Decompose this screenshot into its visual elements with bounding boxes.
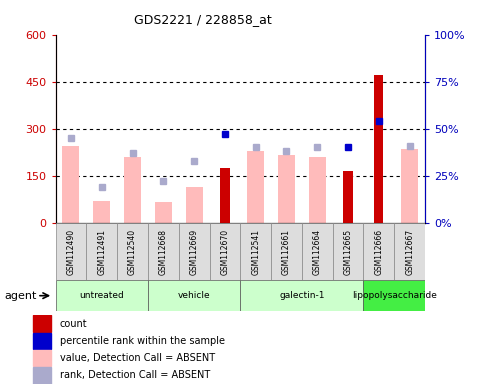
Bar <box>148 223 179 280</box>
Bar <box>364 280 425 311</box>
Bar <box>401 149 418 223</box>
Text: rank, Detection Call = ABSENT: rank, Detection Call = ABSENT <box>60 370 210 381</box>
Bar <box>56 223 86 280</box>
Text: GSM112666: GSM112666 <box>374 228 384 275</box>
Bar <box>247 151 264 223</box>
Bar <box>343 171 353 223</box>
Bar <box>364 223 394 280</box>
Bar <box>374 75 384 223</box>
Text: value, Detection Call = ABSENT: value, Detection Call = ABSENT <box>60 353 215 363</box>
Bar <box>333 223 364 280</box>
Text: GSM112667: GSM112667 <box>405 228 414 275</box>
Bar <box>117 223 148 280</box>
Text: GSM112541: GSM112541 <box>251 228 260 275</box>
Text: GSM112668: GSM112668 <box>159 228 168 275</box>
Text: count: count <box>60 318 87 329</box>
Text: GSM112670: GSM112670 <box>220 228 229 275</box>
Text: percentile rank within the sample: percentile rank within the sample <box>60 336 225 346</box>
Text: GSM112661: GSM112661 <box>282 228 291 275</box>
Bar <box>56 280 148 311</box>
Text: lipopolysaccharide: lipopolysaccharide <box>352 291 437 300</box>
Bar <box>148 280 241 311</box>
Text: untreated: untreated <box>79 291 124 300</box>
Text: galectin-1: galectin-1 <box>279 291 325 300</box>
Bar <box>33 315 51 332</box>
Bar <box>33 333 51 349</box>
Bar <box>240 223 271 280</box>
Bar <box>240 280 364 311</box>
Text: GSM112664: GSM112664 <box>313 228 322 275</box>
Bar <box>93 201 110 223</box>
Bar <box>124 157 141 223</box>
Bar <box>309 157 326 223</box>
Bar <box>185 187 202 223</box>
Text: GSM112669: GSM112669 <box>190 228 199 275</box>
Text: GSM112490: GSM112490 <box>67 228 75 275</box>
Text: GDS2221 / 228858_at: GDS2221 / 228858_at <box>134 13 272 26</box>
Bar <box>302 223 333 280</box>
Text: agent: agent <box>5 291 37 301</box>
Bar <box>33 367 51 384</box>
Text: GSM112540: GSM112540 <box>128 228 137 275</box>
Text: vehicle: vehicle <box>178 291 211 300</box>
Bar <box>210 223 240 280</box>
Bar <box>179 223 210 280</box>
Bar <box>220 168 229 223</box>
Bar <box>86 223 117 280</box>
Bar <box>155 202 172 223</box>
Bar <box>62 146 79 223</box>
Bar <box>271 223 302 280</box>
Bar <box>33 350 51 366</box>
Bar <box>394 223 425 280</box>
Text: GSM112665: GSM112665 <box>343 228 353 275</box>
Text: GSM112491: GSM112491 <box>97 228 106 275</box>
Bar <box>278 155 295 223</box>
